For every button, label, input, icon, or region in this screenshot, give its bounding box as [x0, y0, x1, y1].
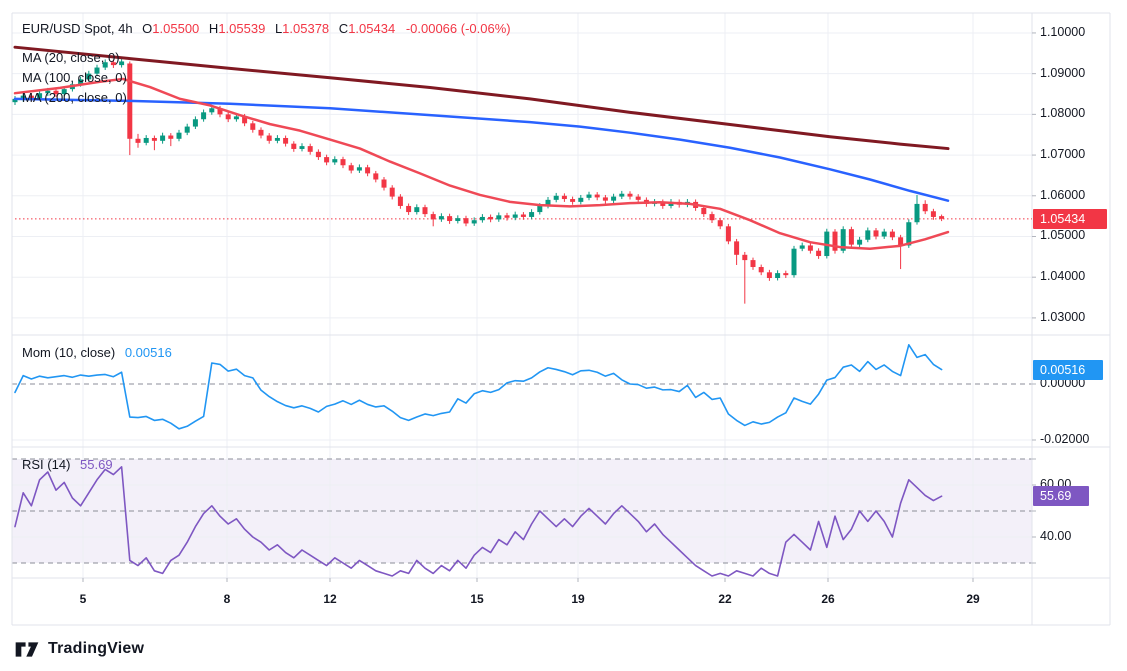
rsi-axis-label: 40.00	[1040, 529, 1072, 543]
ma200-legend[interactable]: MA (200, close, 0)	[22, 90, 127, 105]
price-axis-label: 1.06000	[1040, 187, 1086, 202]
price-axis-label: 1.10000	[1040, 24, 1086, 39]
tradingview-attribution[interactable]: TradingView	[14, 640, 144, 658]
momentum-value-badge: 0.00516	[1033, 359, 1103, 380]
tradingview-logo-icon	[14, 641, 40, 658]
ma20-legend[interactable]: MA (20, close, 0)	[22, 50, 120, 65]
rsi-legend-label: RSI (14)	[22, 457, 71, 472]
last-price-badge: 1.05434	[1033, 208, 1107, 229]
rsi-legend[interactable]: RSI (14) 55.69	[22, 457, 113, 472]
price-axis-label: 1.03000	[1040, 309, 1086, 324]
rsi-legend-value: 55.69	[80, 457, 113, 472]
time-axis-label: 8	[223, 592, 231, 606]
time-axis-label: 5	[79, 592, 87, 606]
price-change: -0.00066 (-0.06%)	[405, 21, 511, 36]
time-axis-label: 19	[571, 592, 585, 606]
price-axis-label: 1.05000	[1040, 228, 1086, 243]
symbol-title[interactable]: EUR/USD Spot, 4h	[22, 21, 133, 36]
price-axis-label: 1.09000	[1040, 65, 1086, 80]
time-axis-label: 22	[718, 592, 732, 606]
price-axis-label: 1.07000	[1040, 147, 1086, 162]
momentum-legend-label: Mom (10, close)	[22, 345, 116, 360]
tradingview-logo-text: TradingView	[48, 640, 145, 657]
time-axis-label: 26	[821, 592, 835, 606]
ohlc-close: C1.05434	[338, 21, 396, 36]
ohlc-low: L1.05378	[274, 21, 330, 36]
price-axis-label: 1.08000	[1040, 106, 1086, 121]
time-axis-label: 29	[966, 592, 980, 606]
rsi-value-badge: 55.69	[1033, 486, 1089, 507]
ohlc-open: O1.05500	[142, 21, 200, 36]
momentum-axis-label: -0.02000	[1040, 432, 1090, 446]
main-legend: EUR/USD Spot, 4h O1.05500 H1.05539 L1.05…	[22, 21, 511, 36]
ohlc-high: H1.05539	[208, 21, 266, 36]
time-axis-label: 15	[470, 592, 484, 606]
momentum-legend-value: 0.00516	[124, 345, 172, 360]
price-axis-label: 1.04000	[1040, 269, 1086, 284]
ma100-legend[interactable]: MA (100, close, 0)	[22, 70, 127, 85]
time-axis-label: 12	[323, 592, 337, 606]
momentum-legend[interactable]: Mom (10, close) 0.00516	[22, 345, 172, 360]
time-scale[interactable]	[12, 578, 1110, 625]
